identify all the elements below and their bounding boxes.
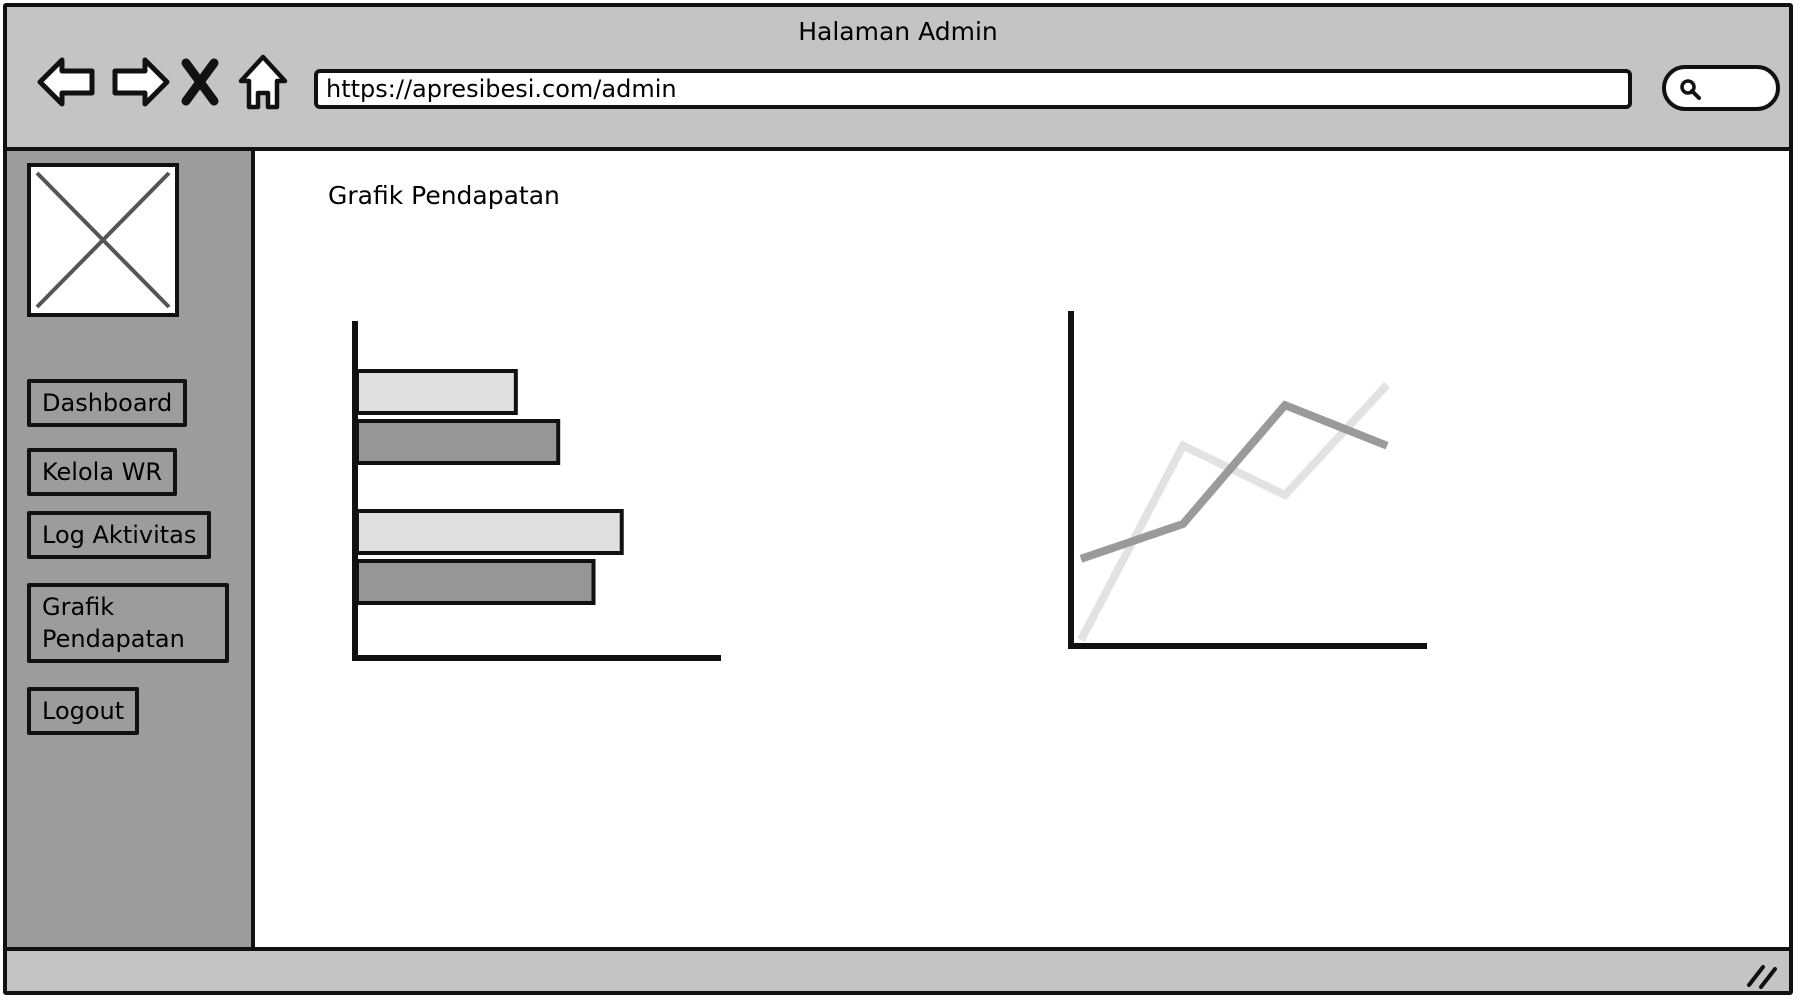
close-x-icon[interactable] (177, 51, 223, 113)
bar (355, 369, 518, 415)
browser-toolbar: Halaman Admin https://apresibesi.com/adm… (7, 7, 1789, 151)
browser-window: Halaman Admin https://apresibesi.com/adm… (3, 3, 1793, 995)
bar (355, 419, 561, 465)
resize-grip-icon[interactable] (1745, 961, 1779, 991)
line-chart (1068, 311, 1427, 649)
home-icon[interactable] (235, 51, 291, 113)
data-point (1080, 639, 1082, 641)
window-title: Halaman Admin (798, 17, 998, 46)
main-content: Grafik Pendapatan (255, 151, 1789, 947)
sidebar-item-log-aktivitas[interactable]: Log Aktivitas (27, 511, 212, 559)
data-point (1080, 558, 1082, 560)
data-point (1182, 445, 1184, 447)
data-point (1386, 445, 1388, 447)
data-point (1284, 404, 1286, 406)
search-icon (1680, 79, 1701, 100)
series-line (1079, 400, 1389, 563)
sidebar: Dashboard Kelola WR Log Aktivitas Grafik… (7, 151, 255, 947)
series-line (1077, 382, 1390, 642)
forward-arrow-icon[interactable] (107, 51, 173, 113)
data-point (1386, 384, 1388, 386)
page-title: Grafik Pendapatan (328, 181, 560, 210)
data-point (1182, 523, 1184, 525)
back-arrow-icon[interactable] (34, 51, 100, 113)
sidebar-item-grafik-pendapatan[interactable]: Grafik Pendapatan (27, 583, 229, 663)
status-bar (7, 947, 1789, 991)
search-input[interactable] (1662, 65, 1780, 111)
image-placeholder-icon (27, 163, 179, 317)
bar-chart (352, 321, 721, 661)
sidebar-item-logout[interactable]: Logout (27, 687, 140, 735)
url-input[interactable]: https://apresibesi.com/admin (314, 69, 1632, 109)
sidebar-item-dashboard[interactable]: Dashboard (27, 379, 188, 427)
bar (355, 559, 596, 605)
bar (355, 509, 624, 555)
data-point (1284, 494, 1286, 496)
sidebar-item-kelola-wr[interactable]: Kelola WR (27, 448, 178, 496)
